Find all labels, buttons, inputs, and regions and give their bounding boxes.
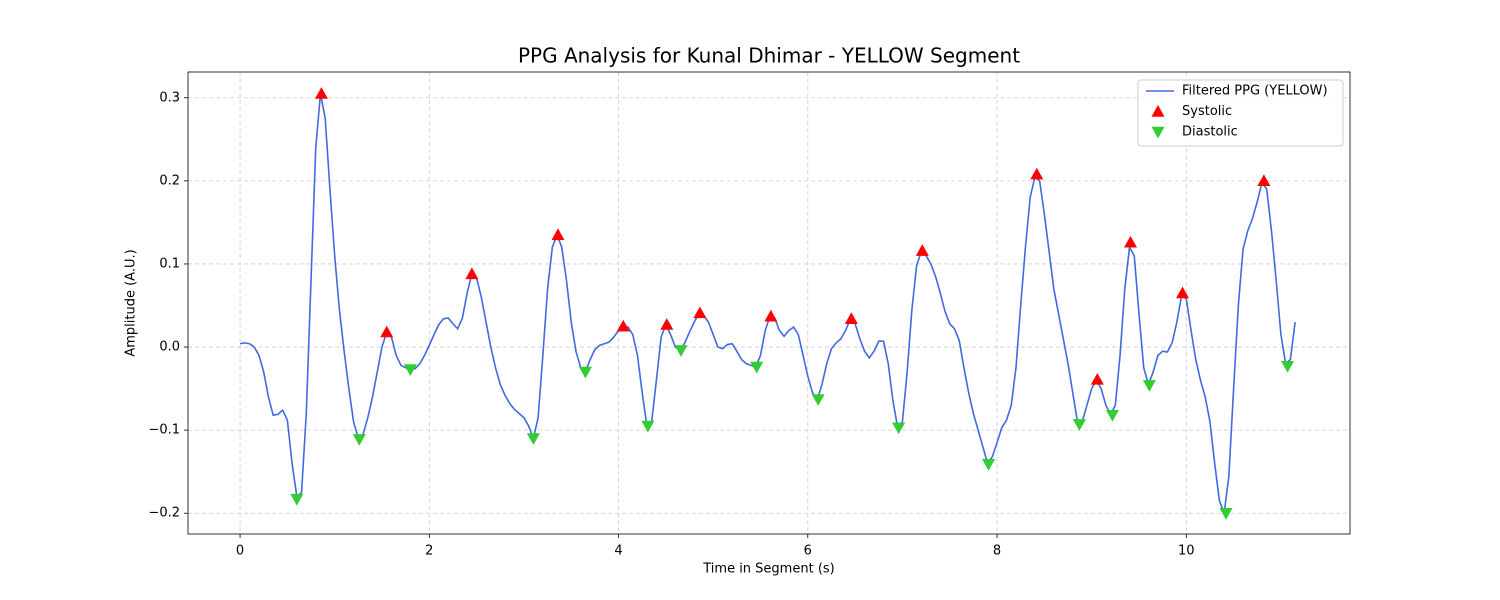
diastolic-marker [352, 434, 366, 446]
diastolic-marker [403, 364, 417, 376]
systolic-marker [551, 228, 565, 241]
systolic-marker [314, 87, 328, 99]
x-tick-label: 4 [614, 544, 622, 559]
legend-label: Systolic [1182, 104, 1232, 119]
x-tick-label: 10 [1178, 544, 1195, 559]
y-axis-label: Amplitude (A.U.) [124, 249, 139, 356]
diastolic-marker [892, 422, 906, 435]
diastolic-marker [1072, 419, 1086, 431]
y-tick-label: −0.2 [148, 506, 180, 521]
diastolic-marker [641, 420, 655, 433]
diastolic-marker [1219, 508, 1233, 520]
systolic-marker [1030, 167, 1044, 180]
systolic-marker [1123, 235, 1137, 248]
diastolic-marker [1142, 380, 1156, 392]
diastolic-marker [982, 459, 996, 471]
y-tick-label: 0.1 [159, 256, 180, 271]
systolic-marker [660, 318, 674, 330]
x-axis-label: Time in Segment (s) [702, 562, 834, 577]
diastolic-marker [578, 366, 592, 379]
systolic-marker [764, 309, 778, 322]
y-tick-label: 0.3 [159, 90, 180, 105]
systolic-marker [1257, 174, 1271, 187]
diastolic-marker [290, 493, 304, 506]
legend-box [1137, 79, 1344, 147]
chart-title: PPG Analysis for Kunal Dhimar - YELLOW S… [518, 44, 1020, 68]
plot-frame [187, 71, 1351, 535]
systolic-marker [616, 319, 630, 332]
diastolic-marker [811, 394, 825, 406]
legend-marker [1151, 105, 1165, 117]
x-tick-label: 8 [993, 544, 1001, 559]
y-tick-label: 0.2 [159, 173, 180, 188]
x-tick-label: 0 [236, 544, 244, 559]
systolic-marker [693, 306, 707, 319]
systolic-marker [1176, 286, 1190, 299]
systolic-marker [844, 312, 858, 324]
diastolic-marker [1105, 409, 1119, 422]
y-tick-label: −0.1 [148, 423, 180, 438]
legend-label: Filtered PPG (YELLOW) [1182, 84, 1328, 99]
systolic-marker [1090, 372, 1104, 385]
systolic-marker [915, 244, 929, 256]
diastolic-marker [526, 433, 540, 445]
ppg-line [239, 93, 1296, 514]
diastolic-marker [750, 361, 764, 374]
legend-label: Diastolic [1182, 125, 1238, 140]
systolic-marker [465, 267, 479, 280]
x-tick-label: 2 [425, 544, 433, 559]
systolic-marker [380, 325, 394, 338]
diastolic-marker [674, 345, 688, 357]
diastolic-marker [1281, 360, 1295, 373]
x-tick-label: 6 [804, 544, 812, 559]
y-tick-label: 0.0 [159, 340, 180, 355]
legend-marker [1151, 126, 1165, 139]
